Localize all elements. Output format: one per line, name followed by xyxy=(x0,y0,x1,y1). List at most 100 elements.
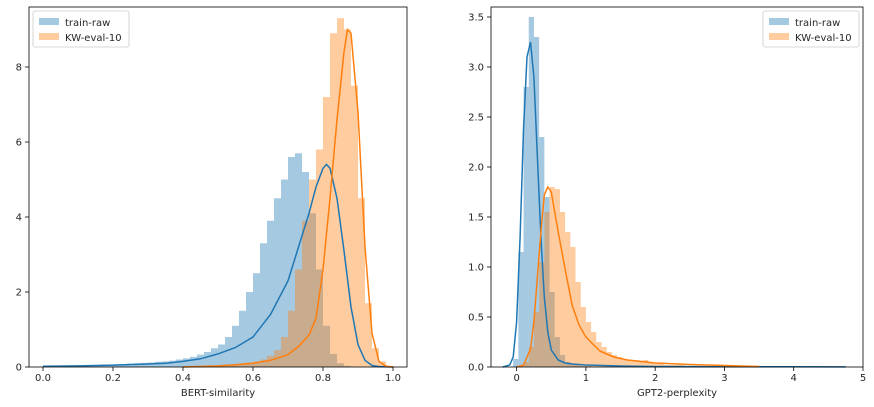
kde-line-1 xyxy=(516,185,760,368)
hist-bar xyxy=(239,363,246,367)
hist-bar xyxy=(358,198,365,367)
hist-bar xyxy=(528,17,534,367)
hist-bar xyxy=(211,348,218,367)
hist-bar xyxy=(518,252,524,367)
y-tick-label: 3.0 xyxy=(468,63,484,74)
x-tick-label: 1 xyxy=(583,373,589,384)
hist-bar xyxy=(372,348,379,367)
legend: train-raw KW-eval-10 xyxy=(762,10,860,48)
hist-bar xyxy=(204,352,211,367)
y-tick-label: 2.0 xyxy=(468,163,484,174)
y-tick-label: 0.5 xyxy=(468,313,484,324)
y-tick-label: 1.0 xyxy=(468,263,484,274)
plot-area xyxy=(29,7,407,367)
hist-bar xyxy=(554,337,560,367)
x-tick-label: 0.8 xyxy=(315,373,331,384)
x-tick-label: 4 xyxy=(791,373,797,384)
hist-bar xyxy=(351,85,358,367)
hist-bar xyxy=(544,212,550,367)
hist-bar xyxy=(148,362,155,367)
hist-bar xyxy=(330,33,337,367)
hist-bar xyxy=(134,363,141,367)
hist-bar xyxy=(232,325,239,367)
hist-bar xyxy=(611,355,618,367)
legend-box xyxy=(762,10,860,48)
hist-bar xyxy=(523,87,529,367)
x-tick-label: 0 xyxy=(513,373,519,384)
x-tick-label: 5 xyxy=(860,373,866,384)
hist-bar xyxy=(523,362,529,367)
y-tick-label: 2.5 xyxy=(468,113,484,124)
chart-panel-gpt2-perplexity: 0 1 2 3 4 5 0.0 0.5 1.0 1.5 2.0 2.5 3.0 3.5 GPT2-perpl… xyxy=(468,6,866,399)
hist-bar xyxy=(528,347,534,367)
legend-label: train-raw xyxy=(65,18,110,29)
x-tick-label: 0.2 xyxy=(105,373,121,384)
hist-bar xyxy=(533,37,540,367)
hist-bar xyxy=(246,292,253,367)
histogram-0 xyxy=(43,153,358,367)
hist-bar xyxy=(267,220,274,367)
hist-bar xyxy=(539,262,545,367)
hist-bar xyxy=(606,352,612,367)
hist-bar xyxy=(549,292,555,367)
hist-bar xyxy=(585,322,592,367)
hist-bar xyxy=(197,354,204,367)
hist-bar xyxy=(559,212,566,367)
y-tick-label: 0 xyxy=(16,363,22,374)
kde-line-1 xyxy=(182,27,394,368)
hist-bar xyxy=(585,366,592,367)
kde-line-0 xyxy=(42,163,394,368)
hist-bar xyxy=(302,220,309,367)
y-tick-label: 8 xyxy=(16,63,22,74)
hist-bar xyxy=(601,347,607,367)
hist-bar xyxy=(559,355,566,367)
hist-bar xyxy=(302,172,309,367)
hist-bar xyxy=(309,213,316,367)
hist-bar xyxy=(295,269,302,367)
legend-swatch xyxy=(39,18,59,25)
hist-bar xyxy=(365,303,372,367)
hist-bar xyxy=(176,359,183,367)
hist-bar xyxy=(281,337,288,367)
hist-bar xyxy=(658,364,664,367)
y-tick-label: 6 xyxy=(16,138,22,149)
legend-label: KW-eval-10 xyxy=(65,33,122,44)
hist-bar xyxy=(575,365,581,367)
hist-bar xyxy=(288,157,295,367)
hist-bar xyxy=(570,364,576,367)
x-tick-label: 1.0 xyxy=(385,373,401,384)
kde-line-0 xyxy=(502,41,846,368)
hist-bar xyxy=(533,312,540,367)
hist-bar xyxy=(169,360,176,367)
hist-bar xyxy=(260,243,267,367)
hist-bar xyxy=(513,359,519,367)
hist-bar xyxy=(316,149,323,367)
hist-bar xyxy=(316,269,323,367)
hist-bar xyxy=(653,364,659,367)
hist-bar xyxy=(337,18,344,367)
hist-bar xyxy=(309,179,316,367)
hist-bar xyxy=(565,232,571,367)
hist-bar xyxy=(337,363,344,367)
hist-bar xyxy=(648,363,654,367)
hist-bar xyxy=(549,187,555,367)
hist-bar xyxy=(596,342,602,367)
hist-bar xyxy=(267,355,274,367)
hist-bar xyxy=(344,29,351,367)
hist-bar xyxy=(246,362,253,367)
x-tick-label: 0.0 xyxy=(35,373,51,384)
hist-bar xyxy=(544,197,550,367)
legend-swatch xyxy=(39,33,59,40)
x-axis-label: BERT-similarity xyxy=(181,388,255,399)
hist-bar xyxy=(218,344,225,367)
hist-bar xyxy=(627,360,633,367)
hist-bar xyxy=(323,325,330,367)
y-tick-label: 1.5 xyxy=(468,213,484,224)
hist-bar xyxy=(239,310,246,367)
hist-bar xyxy=(183,358,190,367)
y-tick-label: 4 xyxy=(16,213,22,224)
x-tick-label: 2 xyxy=(652,373,658,384)
hist-bar xyxy=(162,361,169,367)
hist-bar xyxy=(288,310,295,367)
